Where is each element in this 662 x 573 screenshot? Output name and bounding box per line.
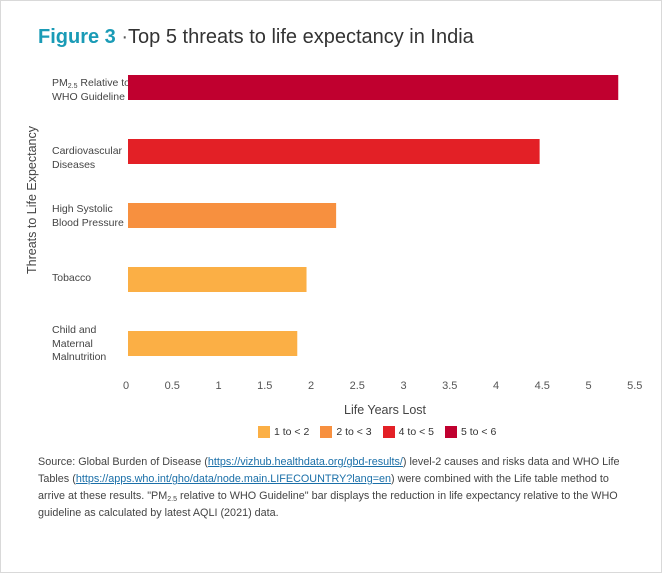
bar <box>128 331 298 356</box>
legend-swatch <box>320 426 333 438</box>
source-text: ) were combined with the Life table meth… <box>38 473 609 503</box>
category-label-pm25: PM2.5 Relative to WHO Guideline <box>52 77 132 105</box>
figure-label: Figure 3 <box>38 26 116 48</box>
legend-item: 4 to < 5 <box>382 426 434 438</box>
category-label-malnutrition: Child and Maternal Malnutrition <box>52 324 107 364</box>
title-separator: · <box>121 26 129 48</box>
x-tick-label: 0.5 <box>165 380 180 392</box>
x-tick-label: 0 <box>123 380 129 392</box>
category-label-bp: High Systolic Blood Pressure <box>52 203 124 229</box>
x-tick-label: 3.5 <box>442 380 457 392</box>
gbd-link[interactable]: https://vizhub.healthdata.org/gbd-result… <box>207 456 403 468</box>
bar-chart: 0 0.5 1 1.5 2 2.5 3 3.5 4 4.5 5 5.5 <box>123 75 642 392</box>
x-tick-label: 4.5 <box>535 380 550 392</box>
x-tick-label: 5 <box>585 380 591 392</box>
pm25-suffix: Relative to WHO Guideline <box>52 77 131 104</box>
x-tick-label: 2.5 <box>350 380 365 392</box>
category-label-tobacco: Tobacco <box>52 272 92 284</box>
legend: 1 to < 2 2 to < 3 4 to < 5 5 to < 6 <box>258 426 496 438</box>
legend-item: 1 to < 2 <box>258 426 309 438</box>
x-tick-label: 2 <box>308 380 314 392</box>
who-life-tables-link[interactable]: https://apps.who.int/gho/data/node.main.… <box>75 473 392 486</box>
x-tick-label: 3 <box>400 380 406 392</box>
legend-label: 5 to < 6 <box>460 426 497 438</box>
x-axis-label: Life Years Lost <box>343 403 427 417</box>
title-text: Top 5 threats to life expectancy in Indi… <box>128 26 474 48</box>
legend-swatch <box>382 426 395 438</box>
pm25-subscript: 2.5 <box>167 496 177 504</box>
chart-title: Figure 3 ·Top 5 threats to life expectan… <box>38 26 474 49</box>
pm25-subscript: 2.5 <box>67 83 78 90</box>
legend-swatch <box>258 426 270 438</box>
x-tick-label: 1 <box>215 380 221 392</box>
bar <box>128 75 619 100</box>
bar <box>128 267 307 292</box>
x-tick-label: 1.5 <box>257 380 272 392</box>
legend-swatch <box>444 426 457 438</box>
bar <box>128 139 540 164</box>
source-note: Source: Global Burden of Disease (https:… <box>38 454 623 522</box>
pm25-prefix: PM <box>52 77 68 89</box>
bar <box>128 203 337 228</box>
legend-label: 2 to < 3 <box>336 426 372 438</box>
legend-label: 4 to < 5 <box>398 426 434 438</box>
x-tick-label: 4 <box>493 380 499 392</box>
category-label-cardio: Cardiovascular Diseases <box>52 145 123 171</box>
source-text: Source: Global Burden of Disease ( <box>38 456 208 468</box>
source-text: relative to WHO Guideline" bar displays … <box>38 490 618 520</box>
legend-label: 1 to < 2 <box>274 426 310 438</box>
legend-item: 2 to < 3 <box>320 426 372 438</box>
x-tick-label: 5.5 <box>627 380 642 392</box>
legend-item: 5 to < 6 <box>444 426 497 438</box>
source-text: ) level-2 causes and risks data and WHO … <box>38 456 620 486</box>
